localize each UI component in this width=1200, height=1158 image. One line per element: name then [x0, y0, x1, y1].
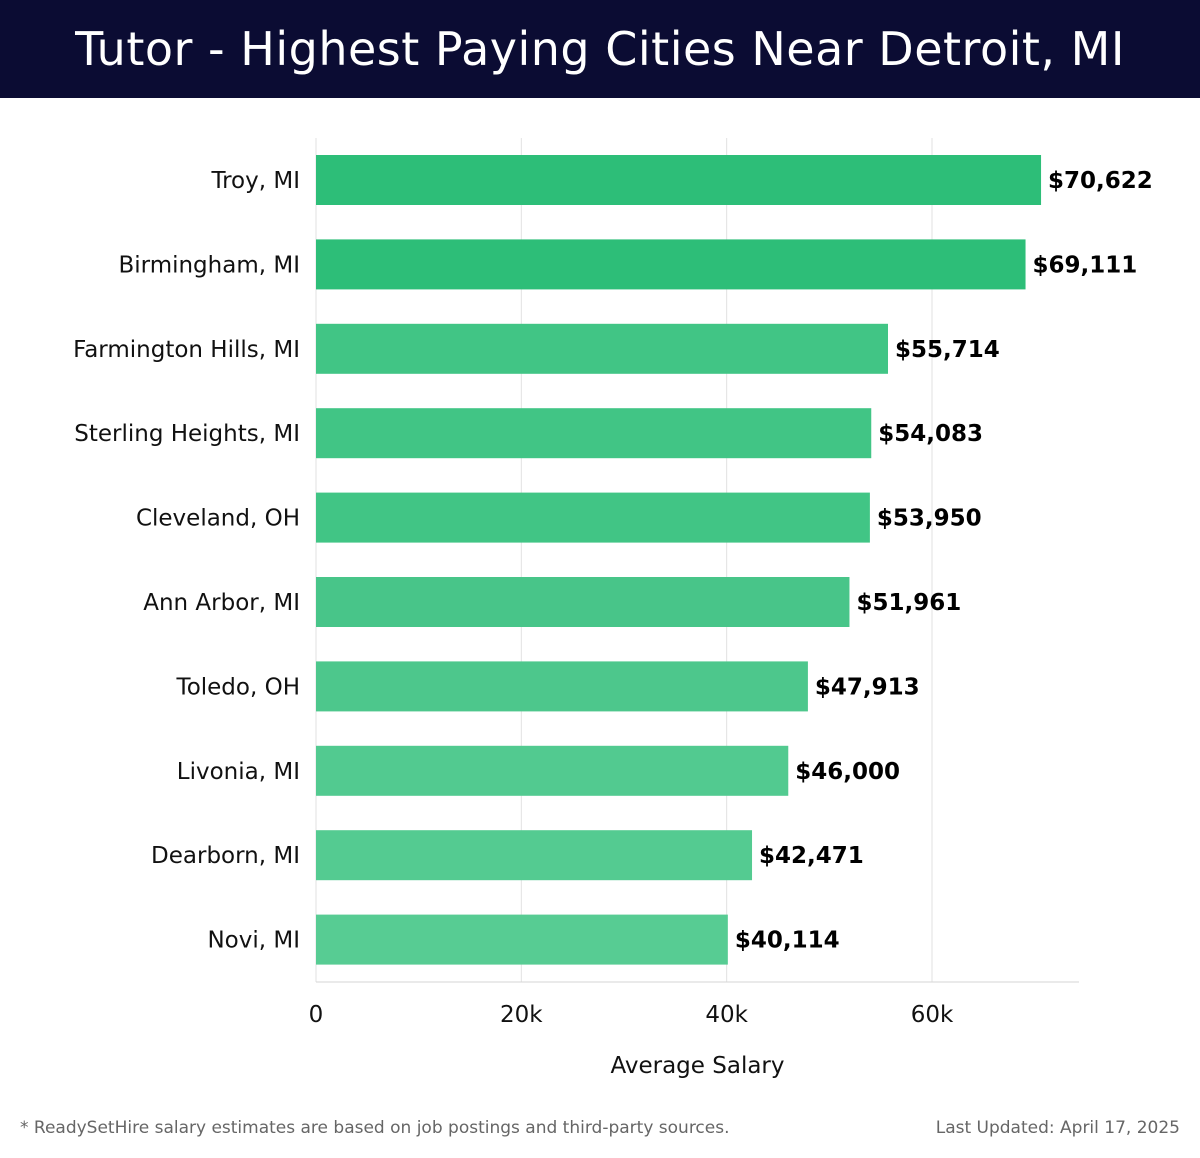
bar [316, 408, 872, 459]
category-label: Novi, MI [207, 928, 300, 954]
x-tick-label: 0 [309, 1002, 324, 1028]
footnote: * ReadySetHire salary estimates are base… [20, 1118, 730, 1138]
value-label: $55,714 [895, 337, 1000, 363]
category-label: Livonia, MI [177, 759, 300, 785]
category-label: Sterling Heights, MI [74, 421, 300, 447]
category-label: Toledo, OH [176, 674, 300, 700]
value-label: $47,913 [815, 674, 920, 700]
category-label: Ann Arbor, MI [143, 590, 300, 616]
value-label: $53,950 [877, 506, 982, 532]
salary-bar-chart: Troy, MI $70,622 Birmingham, MI $69,111 Farm… [73, 138, 1153, 1079]
x-tick-label: 60k [911, 1002, 954, 1028]
bar [316, 661, 808, 712]
chart-header: Tutor - Highest Paying Cities Near Detro… [0, 0, 1200, 98]
category-label: Farmington Hills, MI [73, 337, 300, 363]
bar [316, 745, 789, 796]
bar [316, 323, 888, 374]
value-label: $46,000 [795, 759, 900, 785]
bar [316, 492, 870, 543]
category-label: Birmingham, MI [118, 252, 300, 278]
bar [316, 155, 1042, 205]
value-label: $54,083 [878, 421, 983, 447]
category-label: Dearborn, MI [151, 843, 300, 869]
chart-title: Tutor - Highest Paying Cities Near Detro… [75, 22, 1125, 76]
x-tick-label: 40k [705, 1002, 748, 1028]
value-label: $42,471 [759, 843, 864, 869]
bar [316, 239, 1026, 290]
value-label: $69,111 [1033, 252, 1138, 278]
category-label: Cleveland, OH [136, 506, 300, 532]
value-label: $40,114 [735, 928, 840, 954]
value-label: $51,961 [856, 590, 961, 616]
x-axis-title: Average Salary [610, 1053, 784, 1079]
value-label: $70,622 [1048, 168, 1153, 194]
category-label: Troy, MI [210, 168, 300, 194]
x-tick-label: 20k [500, 1002, 543, 1028]
bar [316, 577, 850, 627]
last-updated: Last Updated: April 17, 2025 [935, 1118, 1180, 1138]
bar [316, 914, 728, 965]
bar [316, 830, 753, 881]
